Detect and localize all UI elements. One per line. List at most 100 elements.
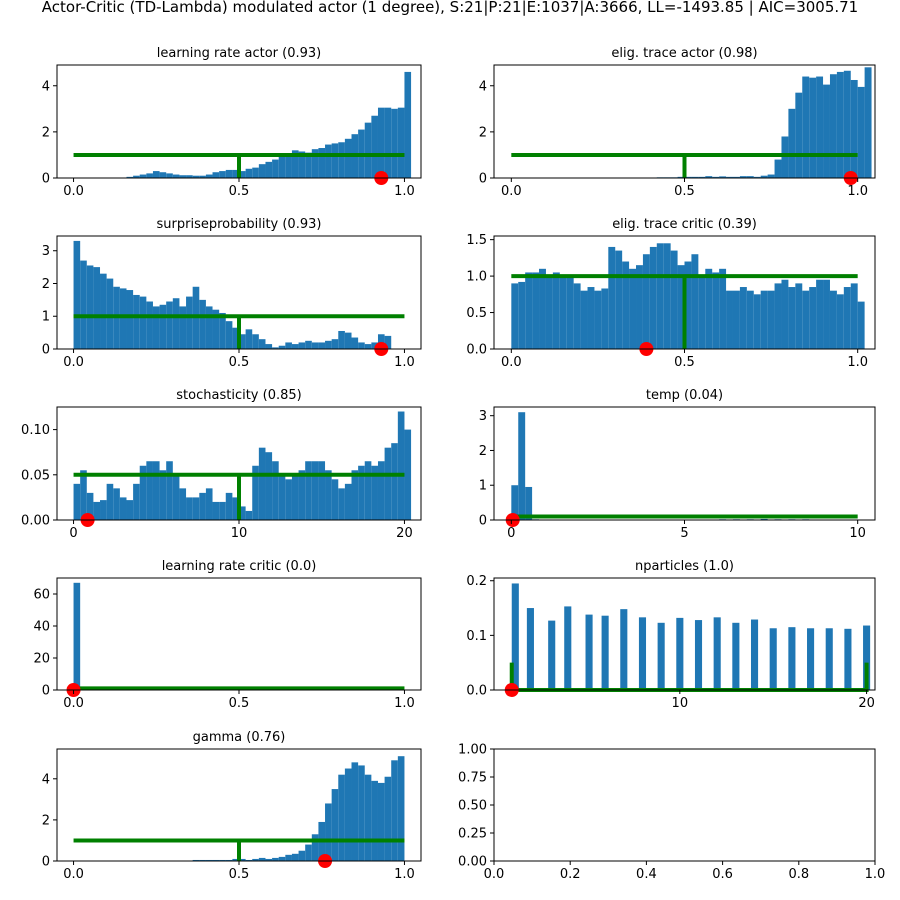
y-tick-label: 4 xyxy=(42,772,50,787)
histogram-bar xyxy=(166,461,173,520)
histogram-bar xyxy=(219,501,226,520)
histogram-bar xyxy=(344,768,352,861)
histogram-bar xyxy=(344,332,352,349)
histogram-bar xyxy=(239,506,246,520)
x-tick-label: 0.0 xyxy=(63,355,84,370)
histogram-bar xyxy=(384,447,392,520)
histogram-bar xyxy=(272,461,279,520)
histogram-bar xyxy=(285,479,292,520)
subplot-7: 0.0 0.5 1.0 0 20 40 60 learning rate critic (0.… xyxy=(33,559,422,711)
histogram-bar xyxy=(152,171,160,178)
histogram-bar xyxy=(119,497,127,520)
x-tick-label: 0 xyxy=(69,526,77,541)
y-tick-label: 20 xyxy=(33,652,50,667)
histogram-bar xyxy=(638,617,647,690)
subplot-title: surpriseprobability (0.93) xyxy=(157,217,322,232)
histogram-bar xyxy=(325,470,332,520)
histogram-bar xyxy=(212,309,220,349)
histogram-bar xyxy=(642,254,650,349)
histogram-bar xyxy=(80,260,87,349)
histogram-bar xyxy=(622,261,630,349)
histogram-bar xyxy=(212,859,220,861)
histogram-bar xyxy=(364,344,372,349)
histogram-bar xyxy=(739,176,747,178)
histogram-bar xyxy=(225,321,233,349)
histogram-bar xyxy=(656,243,664,349)
y-tick-label: 0 xyxy=(42,343,50,358)
histogram-bar xyxy=(265,344,273,349)
histogram-bar xyxy=(863,625,871,690)
bars xyxy=(73,582,101,690)
histogram-bar xyxy=(829,290,837,349)
x-tick-label: 0 xyxy=(507,526,515,541)
histogram-bar xyxy=(252,858,259,861)
y-tick-label: 40 xyxy=(33,620,50,635)
y-tick-label: 60 xyxy=(33,588,50,603)
histogram-bar xyxy=(205,859,213,861)
histogram-bar xyxy=(358,465,365,520)
histogram-bar xyxy=(767,174,775,178)
histogram-bar xyxy=(391,443,398,520)
histogram-bar xyxy=(677,265,685,349)
histogram-bar xyxy=(239,334,246,349)
histogram-bar xyxy=(844,628,852,690)
histogram-bar xyxy=(291,344,299,349)
histogram-bar xyxy=(272,857,279,861)
histogram-bar xyxy=(311,149,319,178)
histogram-bar xyxy=(100,500,107,520)
histogram-bar xyxy=(377,334,385,349)
x-tick-label: 1.0 xyxy=(865,867,886,882)
histogram-bar xyxy=(377,107,385,178)
histogram-bar xyxy=(404,71,412,178)
histogram-bar xyxy=(850,283,858,349)
bars xyxy=(192,756,405,861)
histogram-bar xyxy=(186,296,193,349)
histogram-bar xyxy=(857,301,865,349)
y-tick-label: 3 xyxy=(479,409,487,424)
x-tick-label: 10 xyxy=(231,526,248,541)
histogram-bar xyxy=(258,447,266,520)
histogram-bar xyxy=(620,609,628,690)
histogram-bar xyxy=(106,278,114,349)
histogram-bar xyxy=(739,287,747,349)
histogram-bar xyxy=(525,272,533,349)
histogram-bar xyxy=(358,342,365,349)
y-tick-label: 0.0 xyxy=(466,684,487,699)
histogram-bar xyxy=(305,844,312,861)
histogram-bar xyxy=(86,492,94,520)
bars xyxy=(511,583,871,690)
histogram-bar xyxy=(199,299,206,349)
histogram-bar xyxy=(391,108,398,178)
histogram-bar xyxy=(106,483,114,520)
bars xyxy=(126,71,412,178)
histogram-bar xyxy=(404,429,412,520)
histogram-bar xyxy=(358,765,365,861)
histogram-bar xyxy=(318,148,326,178)
histogram-bar xyxy=(298,151,306,178)
histogram-bar xyxy=(232,327,239,349)
histogram-bar xyxy=(726,290,733,349)
y-tick-label: 0 xyxy=(42,684,50,699)
histogram-bar xyxy=(836,71,844,178)
histogram-bar xyxy=(511,583,519,690)
x-tick-label: 0.6 xyxy=(712,867,733,882)
x-tick-label: 1.0 xyxy=(394,355,415,370)
x-tick-label: 1.0 xyxy=(394,184,415,199)
histogram-bar xyxy=(298,342,306,349)
histogram-bar xyxy=(73,240,81,349)
histogram-bar xyxy=(713,617,721,690)
histogram-bar xyxy=(146,301,153,349)
y-tick-label: 0 xyxy=(42,855,50,870)
histogram-bar xyxy=(371,342,378,349)
histogram-bar xyxy=(705,176,713,178)
histogram-bar xyxy=(311,834,319,861)
histogram-bar xyxy=(351,337,359,349)
histogram-bar xyxy=(159,304,167,349)
histogram-bar xyxy=(564,606,572,690)
histogram-bar xyxy=(80,470,87,520)
histogram-bar xyxy=(712,176,720,178)
histogram-bar xyxy=(199,492,206,520)
histogram-bar xyxy=(750,619,759,690)
histogram-bar xyxy=(694,620,703,690)
histogram-bar xyxy=(864,67,872,178)
